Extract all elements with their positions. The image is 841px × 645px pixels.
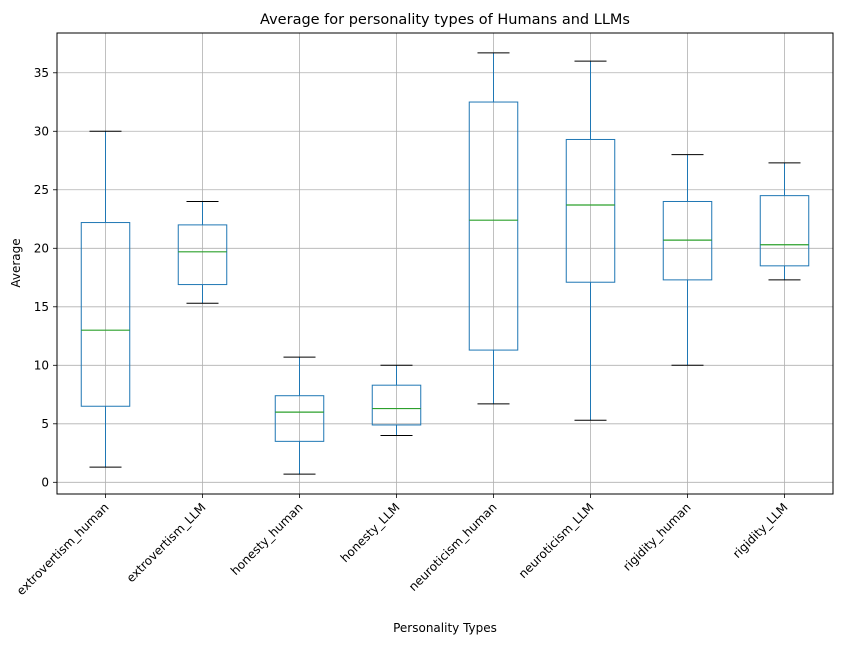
y-tick-label: 20 <box>34 241 49 255</box>
plot-frame <box>56 32 834 495</box>
y-tick-label: 35 <box>34 66 49 80</box>
box-iqr <box>274 395 325 442</box>
box-iqr <box>177 224 228 286</box>
x-tick-label: honesty_LLM <box>338 500 403 565</box>
x-axis: extrovertism_human extrovertism_LLM honest… <box>14 494 791 598</box>
box-neuroticism_human <box>468 52 519 405</box>
y-tick-label: 30 <box>34 124 49 138</box>
box-iqr <box>371 384 422 426</box>
y-tick-label: 25 <box>34 183 49 197</box>
y-tick-label: 0 <box>41 475 49 489</box>
box-extrovertism_LLM <box>177 200 228 304</box>
box-iqr <box>468 101 519 351</box>
box-iqr <box>565 138 616 283</box>
x-axis-label: Personality Types <box>393 621 497 635</box>
y-tick-label: 5 <box>41 417 49 431</box>
box-rigidity_LLM <box>759 162 810 281</box>
box-extrovertism_human <box>80 130 131 468</box>
x-tick-label: rigidity_LLM <box>730 500 791 561</box>
box-rigidity_human <box>662 154 713 366</box>
y-axis-label: Average <box>9 238 23 287</box>
x-tick-label: extrovertism_LLM <box>124 500 209 585</box>
boxes <box>80 52 810 475</box>
chart-title: Average for personality types of Humans … <box>260 12 630 28</box>
box-neuroticism_LLM <box>565 60 616 421</box>
x-tick-label: neuroticism_human <box>406 500 500 594</box>
y-tick-label: 15 <box>34 300 49 314</box>
y-tick-label: 10 <box>34 358 49 372</box>
x-tick-label: honesty_human <box>228 500 306 578</box>
y-axis: 0 5 10 15 20 25 30 35 <box>34 66 57 489</box>
x-tick-label: rigidity_human <box>620 500 693 573</box>
box-honesty_LLM <box>371 364 422 436</box>
box-honesty_human <box>274 356 325 475</box>
box-iqr <box>80 222 131 407</box>
x-tick-label: extrovertism_human <box>14 500 112 598</box>
grid-lines <box>57 33 833 494</box>
box-iqr <box>759 195 810 267</box>
x-tick-label: neuroticism_LLM <box>516 500 597 581</box>
